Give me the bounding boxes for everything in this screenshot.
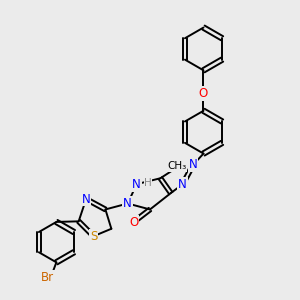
Text: N: N bbox=[132, 178, 141, 191]
Text: N: N bbox=[189, 158, 197, 171]
Text: S: S bbox=[90, 230, 97, 243]
Text: N: N bbox=[178, 178, 187, 191]
Text: CH₃: CH₃ bbox=[167, 161, 186, 171]
Text: H: H bbox=[144, 178, 152, 188]
Text: Br: Br bbox=[41, 271, 54, 284]
Text: N: N bbox=[123, 197, 132, 210]
Text: O: O bbox=[129, 216, 138, 229]
Text: O: O bbox=[199, 87, 208, 100]
Text: N: N bbox=[82, 193, 91, 206]
